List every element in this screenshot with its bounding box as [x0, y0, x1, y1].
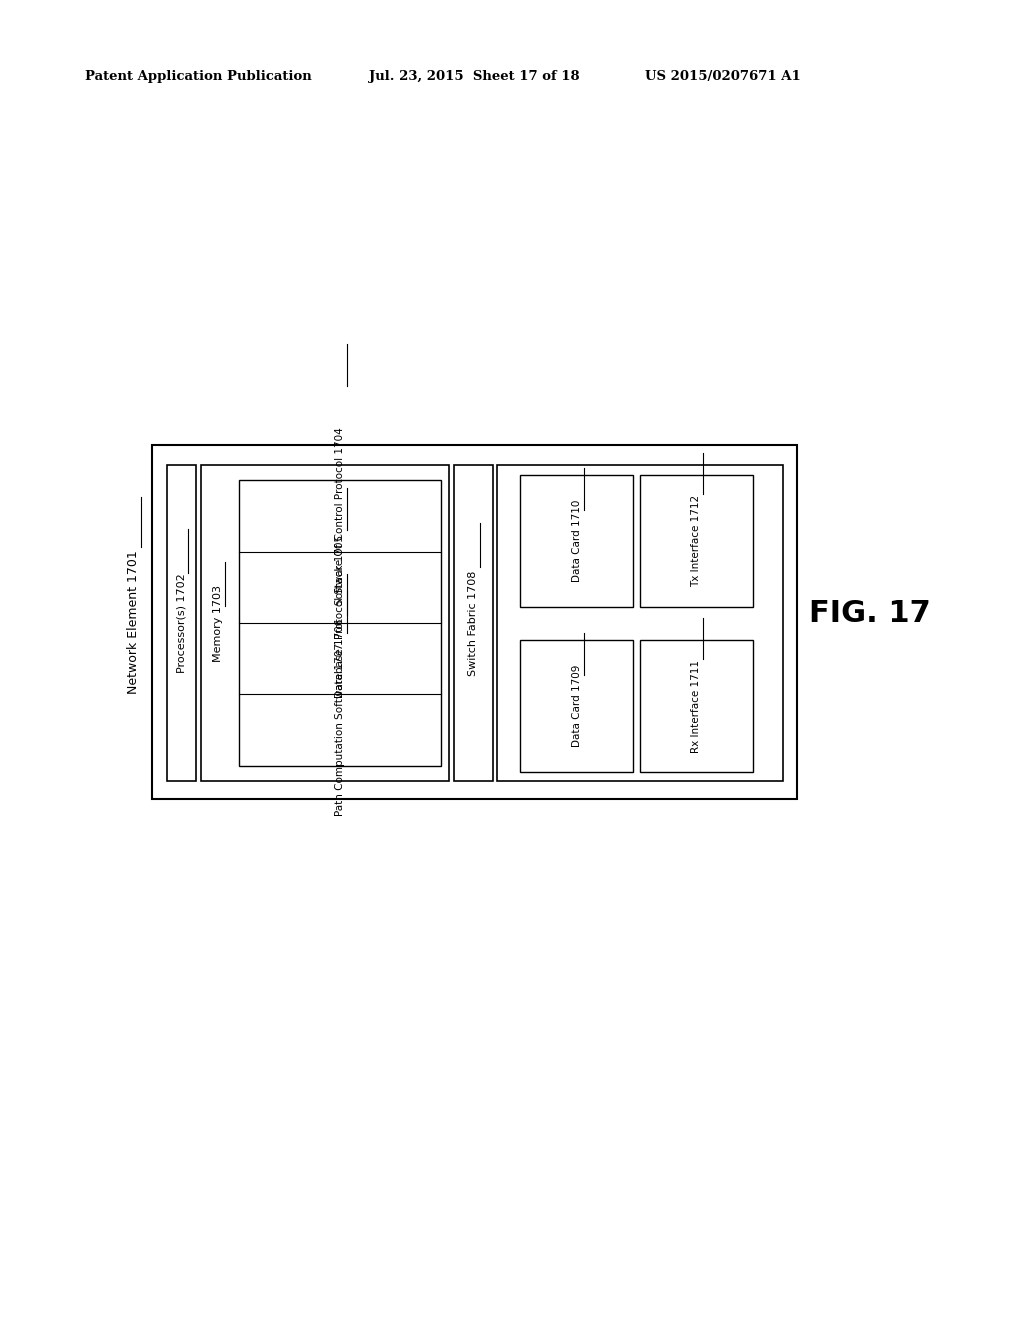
Bar [167, 465, 196, 781]
Text: Software Of Control Protocol 1704: Software Of Control Protocol 1704 [335, 428, 345, 605]
Text: Rx Interface 1711: Rx Interface 1711 [691, 660, 701, 752]
Bar [497, 465, 783, 781]
Bar [239, 480, 441, 766]
Bar [201, 465, 449, 781]
Text: US 2015/0207671 A1: US 2015/0207671 A1 [645, 70, 801, 83]
Bar [640, 475, 753, 607]
Text: Database 1706: Database 1706 [335, 619, 345, 698]
Bar [520, 640, 633, 772]
Text: Data Card 1709: Data Card 1709 [571, 665, 582, 747]
Bar [640, 640, 753, 772]
Text: Tx Interface 1712: Tx Interface 1712 [691, 495, 701, 587]
Bar [454, 465, 493, 781]
Bar [152, 445, 797, 799]
Text: Protocol Stack 1705: Protocol Stack 1705 [335, 536, 345, 639]
Bar [520, 475, 633, 607]
Text: FIG. 17: FIG. 17 [809, 599, 931, 628]
Text: Switch Fabric 1708: Switch Fabric 1708 [468, 570, 478, 676]
Text: Network Element 1701: Network Element 1701 [127, 550, 139, 693]
Text: Patent Application Publication: Patent Application Publication [85, 70, 311, 83]
Text: Jul. 23, 2015  Sheet 17 of 18: Jul. 23, 2015 Sheet 17 of 18 [369, 70, 580, 83]
Text: Processor(s) 1702: Processor(s) 1702 [176, 573, 186, 673]
Text: Memory 1703: Memory 1703 [213, 585, 223, 661]
Text: Path Computation Software 1707: Path Computation Software 1707 [335, 644, 345, 816]
Text: Data Card 1710: Data Card 1710 [571, 500, 582, 582]
